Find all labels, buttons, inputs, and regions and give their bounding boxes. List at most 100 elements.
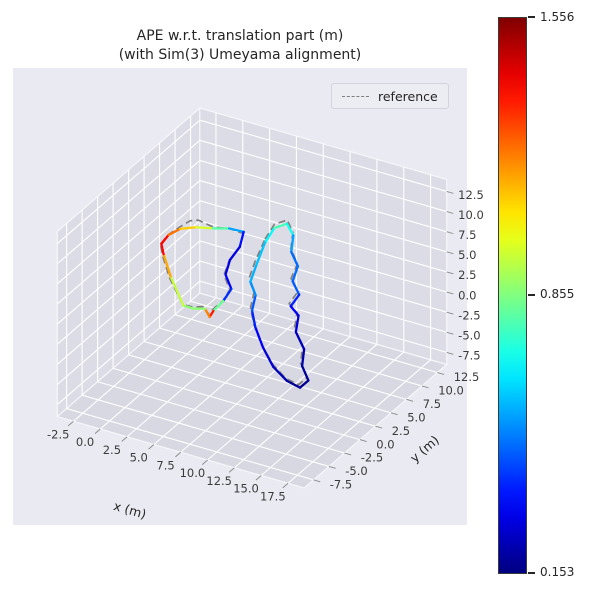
grid-line-z (199, 139, 447, 213)
grid-line-z (199, 119, 447, 192)
grid-line-y (128, 354, 376, 427)
tick-labels: -2.50.02.55.07.510.012.515.017.5-7.5-5.0… (47, 188, 484, 504)
estimate-trajectory-segment (160, 233, 170, 246)
estimate-trajectory-segment (300, 364, 310, 382)
estimate-trajectory-segment (291, 265, 300, 283)
y-tick-label: -2.5 (361, 451, 383, 465)
x-tick-mark (94, 428, 101, 434)
x-tick-label: 2.5 (103, 443, 121, 457)
z-tick-mark (446, 291, 454, 295)
estimate-trajectory-segment (291, 280, 301, 296)
estimate-trajectory-segment (285, 379, 302, 389)
y-tick-label: -5.0 (345, 464, 367, 478)
grid-line-y (81, 394, 330, 467)
grid-line-z (56, 220, 201, 345)
estimate-trajectory-segment (250, 293, 257, 312)
trajectories (159, 219, 310, 389)
y-tick-label: 7.5 (423, 397, 441, 411)
y-tick-label: 10.0 (438, 384, 464, 398)
x-tick-label: 12.5 (206, 474, 232, 488)
y-tick-mark (328, 465, 336, 469)
z-tick-mark (446, 191, 454, 194)
x-tick-label: 10.0 (180, 466, 206, 480)
x-tick-mark (282, 482, 289, 489)
y-axis-label: y (m) (407, 432, 442, 465)
x-tick-mark (121, 436, 128, 442)
estimate-trajectory-segment (255, 241, 267, 266)
x-axis-label: x (m) (112, 498, 148, 522)
colorbar-label-min: 0.153 (540, 565, 575, 579)
z-tick-label: 2.5 (458, 268, 476, 282)
y-tick-mark (313, 479, 321, 483)
chart-title: APE w.r.t. translation part (m) (with Si… (13, 27, 467, 65)
estimate-trajectory-segment (254, 326, 265, 349)
z-tick-label: 0.0 (458, 288, 476, 302)
colorbar-tick-max (528, 16, 535, 18)
panes (56, 106, 448, 489)
legend: reference (331, 83, 449, 109)
grid-line-y (66, 408, 314, 481)
x-tick-label: 0.0 (76, 435, 94, 449)
estimate-trajectory-segment (272, 365, 289, 383)
estimate-trajectory-segment (169, 275, 185, 307)
estimate-trajectory-segment (227, 227, 245, 234)
z-tick-label: 5.0 (458, 248, 476, 262)
grid-line-z (56, 240, 201, 365)
estimate-trajectory-segment (194, 226, 214, 230)
grid-line-z (199, 280, 447, 353)
y-tick-mark (406, 398, 414, 402)
z-tick-label: 7.5 (458, 228, 476, 242)
estimate-trajectory-segment (178, 226, 198, 231)
grid-line-z (56, 180, 201, 305)
grid-line-z (56, 160, 201, 285)
x-tick-mark (228, 467, 235, 473)
chart-title-line1: APE w.r.t. translation part (m) (136, 28, 344, 44)
z-tick-label: 10.0 (458, 208, 484, 222)
estimate-trajectory-segment (222, 287, 233, 303)
grid-line-y (112, 367, 361, 441)
y-tick-mark (390, 412, 398, 416)
y-tick-mark (375, 425, 383, 429)
estimate-trajectory-segment (290, 234, 295, 254)
grid-line-z (199, 260, 447, 333)
colorbar-tick-min (528, 572, 535, 574)
grid-line-z (56, 139, 201, 265)
legend-label: reference (378, 88, 438, 104)
z-tick-label: -2.5 (458, 308, 480, 322)
grid-line-z (56, 260, 201, 385)
estimate-trajectory-segment (228, 245, 241, 262)
y-tick-mark (437, 372, 445, 375)
x-tick-mark (148, 444, 155, 450)
y-tick-label: 2.5 (392, 424, 410, 438)
x-tick-label: 15.0 (233, 482, 259, 496)
z-tick-label: 12.5 (458, 188, 484, 202)
z-tick-mark (446, 351, 454, 355)
x-tick-mark (67, 420, 74, 427)
y-tick-label: -7.5 (330, 478, 352, 492)
grid-line-y (159, 327, 407, 400)
estimate-trajectory-segment (212, 299, 225, 313)
y-tick-mark (344, 452, 352, 456)
estimate-trajectory-segment (294, 330, 306, 351)
y-tick-label: 5.0 (407, 410, 425, 424)
estimate-trajectory-segment (250, 309, 257, 329)
x-tick-label: 5.0 (130, 451, 148, 465)
grid-line-z (199, 200, 447, 273)
grid-line-z (56, 119, 201, 245)
x-tick-mark (175, 451, 182, 458)
estimate-trajectory-segment (300, 348, 306, 368)
estimate-trajectory-segment (298, 379, 310, 389)
x-tick-label: 7.5 (156, 458, 174, 472)
z-tick-label: -7.5 (458, 349, 480, 363)
colorbar-label-max: 1.556 (540, 10, 575, 24)
grid-line-z (199, 159, 447, 233)
dashed-line-icon (342, 95, 369, 97)
estimate-trajectory-segment (285, 222, 295, 237)
grid-line-y (190, 300, 438, 374)
estimate-trajectory-segment (294, 314, 300, 334)
z-tick-mark (446, 231, 454, 235)
y-tick-label: 12.5 (454, 370, 480, 384)
y-tick-mark (359, 439, 367, 442)
